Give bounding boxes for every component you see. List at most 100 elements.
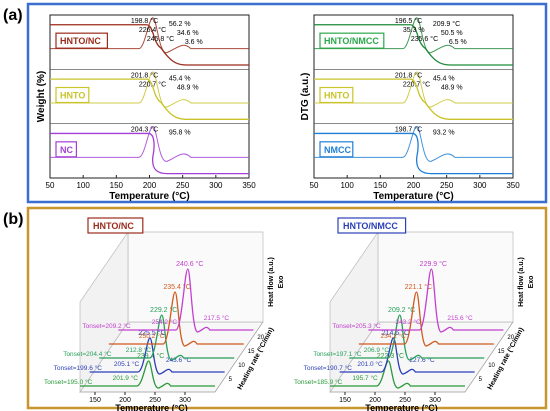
- tg-curve: [50, 132, 249, 175]
- sample-name: HNTO/NC: [60, 36, 101, 46]
- peak-label: 240.6 °C: [176, 260, 203, 268]
- dtg-curve: [314, 125, 513, 162]
- sample-box: [319, 32, 385, 49]
- dtg-curve: [314, 71, 513, 108]
- panel-a-label: (a): [3, 7, 23, 24]
- annotation-label: 209.9 °C: [433, 20, 460, 28]
- chart-title: HNTO/NMCC: [343, 221, 398, 231]
- dsc-curve-rate-20: [108, 291, 244, 347]
- dsc-curve-rate-20: [358, 291, 494, 347]
- z-axis-label: Heat flow (a.u.): [518, 257, 525, 307]
- annotation-label: 35.3 %: [403, 27, 425, 34]
- peak-annotation: 201.9 °C: [113, 374, 139, 382]
- tg-curve: [50, 24, 249, 66]
- y-axis-label: Weight (%): [36, 71, 47, 122]
- x-tick-label: 200: [407, 181, 421, 190]
- x-tick-label: 350: [242, 181, 256, 190]
- tg-curve: [314, 24, 513, 66]
- annotation-label: 201.8 °C: [395, 71, 422, 79]
- tg-curve: [314, 132, 513, 175]
- x-tick-label: 100: [340, 181, 354, 190]
- annotation-label: 198.8 °C: [131, 17, 158, 25]
- peak-annotation: 243.2 °C: [395, 318, 421, 326]
- annotation-label: 198.7 °C: [395, 126, 422, 134]
- onset-label: Tonset=185.9 °C: [294, 378, 343, 386]
- annotation-label: 201.8 °C: [131, 71, 158, 79]
- tg-curve: [314, 78, 513, 120]
- exo-label: Exo: [278, 276, 285, 289]
- annotation-label: 93.2 %: [433, 130, 455, 137]
- dsc-curve-rate-25: [368, 268, 504, 333]
- x-tick-label: 50: [310, 181, 319, 190]
- annotation-label: 34.6 %: [177, 30, 199, 37]
- annotation-label: 45.4 %: [169, 75, 191, 82]
- panel-b-frame: [26, 206, 548, 410]
- onset-label: Tonset=197.1 °C: [313, 350, 362, 358]
- sample-box: [55, 86, 90, 104]
- dtg-curve: [314, 17, 513, 54]
- x-tick-label: 300: [473, 181, 487, 190]
- peak-annotation: 205.1 °C: [114, 360, 140, 368]
- y-axis-label: DTG (a.u.): [300, 73, 311, 121]
- peak-annotation: 227.6 °C: [409, 356, 435, 364]
- peak-label: 229.2 °C: [150, 306, 177, 314]
- peak-label: 235.4 °C: [163, 283, 190, 291]
- sample-name: NMCC: [324, 145, 351, 155]
- dsc-curve-rate-15: [99, 314, 235, 361]
- tg-chart-a_right: 50 100 150 200 250 300 350 Temperature (°C) DTG …: [300, 14, 520, 202]
- dsc-curve-rate-5: [330, 360, 465, 389]
- sample-name: HNTO: [324, 91, 349, 101]
- peak-annotation: 195.7 °C: [352, 374, 378, 382]
- sample-name: HNTO/NMCC: [324, 36, 379, 46]
- back-wall: [127, 231, 264, 323]
- peak-label: 209.2 °C: [388, 306, 415, 314]
- z-axis-label: Heat flow (a.u.): [268, 257, 275, 307]
- panel-a-frame: [26, 2, 548, 204]
- sample-box: [319, 141, 354, 158]
- annotation-label: 56.2 %: [169, 21, 191, 28]
- dsc-curve-rate-10: [89, 337, 225, 375]
- x-tick-label: 250: [440, 181, 454, 190]
- annotation-label: 48.9 %: [441, 84, 463, 91]
- annotation-label: 220.7 °C: [403, 80, 430, 88]
- x-tick-label: 300: [179, 397, 191, 404]
- x-tick-label: 250: [149, 397, 161, 404]
- chart-title: HNTO/NC: [93, 221, 134, 231]
- x-tick-label: 200: [119, 397, 131, 404]
- peak-label: 239.4 °C: [137, 352, 164, 360]
- chart-title-box: [337, 217, 407, 234]
- sample-name: NC: [60, 145, 73, 155]
- depth-tick-label: 10: [238, 363, 245, 369]
- x-tick-label: 150: [374, 181, 388, 190]
- x-axis-label: Temperature (°C): [115, 403, 187, 411]
- annotation-label: 45.4 %: [433, 75, 455, 82]
- dsc-curve-rate-25: [118, 268, 254, 333]
- onset-label: Tonset=204.4 °C: [63, 350, 112, 358]
- annotation-label: 50.5 %: [441, 30, 463, 37]
- annotation-label: 48.9 %: [177, 84, 199, 91]
- annotation-label: 95.8 %: [169, 130, 191, 137]
- depth-tick-label: 15: [248, 349, 255, 355]
- sample-box: [55, 141, 77, 158]
- peak-label: 225.5 °C: [138, 329, 165, 337]
- x-axis-label: Temperature (°C): [373, 191, 454, 202]
- peak-annotation: 243.6 °C: [166, 356, 192, 364]
- dsc-curve-rate-10: [339, 337, 475, 375]
- onset-label: Tonset=205.3 °C: [332, 322, 381, 330]
- x-tick-label: 150: [89, 397, 101, 404]
- peak-annotation: 254.2 °C: [152, 318, 178, 326]
- annotation-label: 235.6 °C: [411, 35, 438, 43]
- sample-box: [319, 86, 354, 104]
- peak-annotation: 206.9 °C: [364, 346, 390, 354]
- sample-name: HNTO: [60, 91, 85, 101]
- x-tick-label: 300: [209, 181, 223, 190]
- chart-title-box: [87, 217, 144, 234]
- annotation-label: 226.4 °C: [139, 26, 166, 34]
- peak-annotation: 201.0 °C: [357, 360, 383, 368]
- x-tick-label: 250: [176, 181, 190, 190]
- dsc-curve-rate-15: [349, 314, 485, 361]
- onset-label: Tonset=199.6 °C: [54, 364, 103, 372]
